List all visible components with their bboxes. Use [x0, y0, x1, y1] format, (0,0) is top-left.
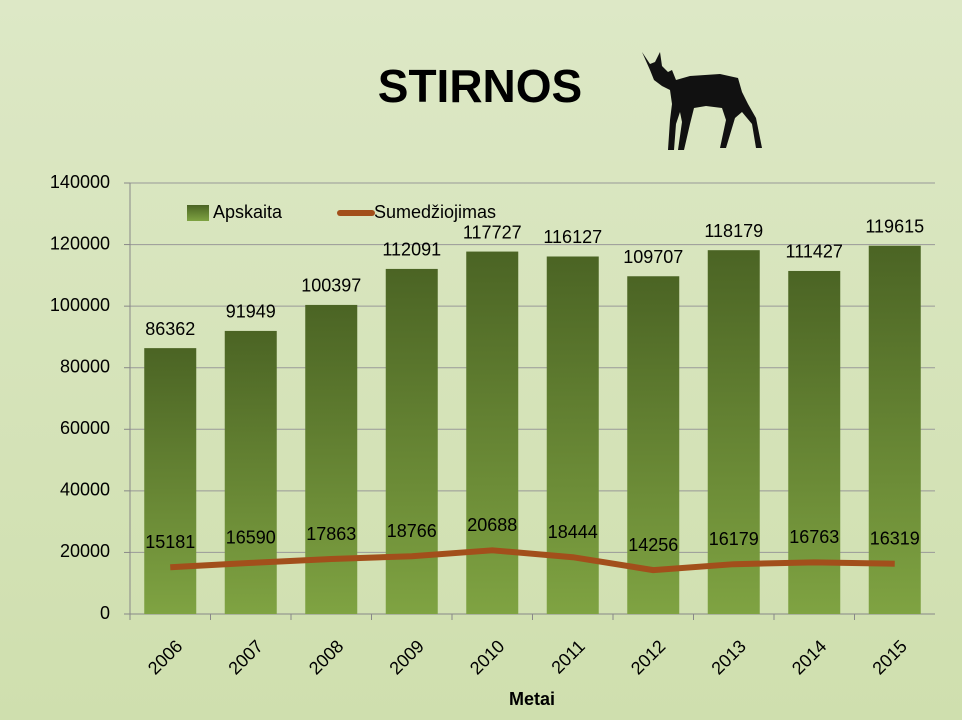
- bar: [627, 276, 680, 614]
- y-tick-label: 60000: [60, 418, 110, 438]
- y-tick-label: 0: [100, 603, 110, 623]
- data-label: 86362: [145, 319, 195, 339]
- data-label: 117727: [463, 222, 522, 242]
- line: [170, 547, 895, 574]
- data-label: 20688: [467, 515, 517, 535]
- data-label: 18444: [548, 522, 598, 542]
- legend-label: Apskaita: [213, 202, 283, 222]
- bar: [466, 251, 519, 614]
- data-label: 91949: [226, 302, 276, 322]
- bar: [707, 250, 760, 615]
- deer-icon: [642, 52, 762, 150]
- data-label: 16763: [789, 527, 839, 547]
- data-label: 118179: [704, 221, 763, 241]
- bar: [788, 270, 841, 614]
- data-label: 16590: [226, 528, 276, 548]
- legend-swatch: [187, 205, 209, 221]
- x-axis-label: Metai: [509, 689, 555, 709]
- bar: [305, 304, 358, 614]
- data-label: 18766: [387, 521, 437, 541]
- legend-label: Sumedžiojimas: [374, 202, 496, 222]
- data-label: 15181: [145, 532, 195, 552]
- bar: [144, 348, 197, 614]
- data-label: 109707: [623, 247, 683, 267]
- data-label: 16319: [870, 529, 920, 549]
- bar: [868, 245, 921, 614]
- bar: [385, 268, 438, 614]
- data-label: 111427: [786, 242, 843, 262]
- data-label: 119615: [865, 217, 924, 237]
- chart-title: STIRNOS: [378, 60, 582, 112]
- y-tick-label: 100000: [50, 295, 110, 315]
- data-label: 100397: [301, 276, 361, 296]
- y-tick-label: 20000: [60, 541, 110, 561]
- bar: [224, 330, 277, 614]
- data-label: 112091: [382, 240, 441, 260]
- y-tick-label: 120000: [50, 233, 110, 253]
- y-tick-label: 140000: [50, 172, 110, 192]
- y-tick-label: 80000: [60, 356, 110, 376]
- data-label: 14256: [628, 535, 678, 555]
- y-tick-label: 40000: [60, 480, 110, 500]
- data-label: 16179: [709, 529, 759, 549]
- data-label: 17863: [306, 524, 356, 544]
- data-label: 116127: [543, 227, 602, 247]
